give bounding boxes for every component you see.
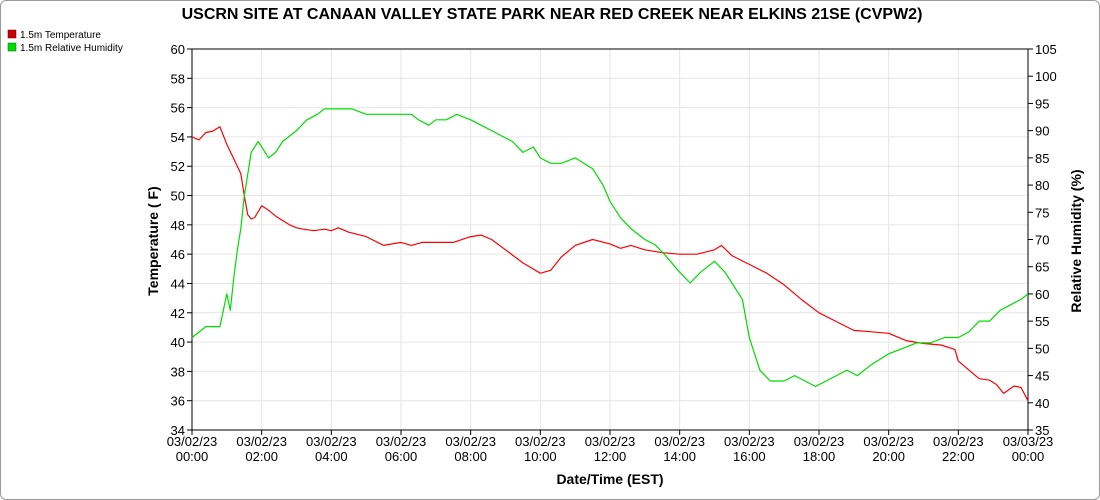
y-tick-label-right: 85 (1035, 151, 1049, 166)
y-tick-label-right: 90 (1035, 124, 1049, 139)
x-tick-label-time: 22:00 (942, 449, 975, 464)
y-tick-label-right: 40 (1035, 396, 1049, 411)
x-tick-label-time: 18:00 (803, 449, 836, 464)
y-tick-label-left: 34 (171, 423, 185, 438)
x-axis-title: Date/Time (EST) (556, 471, 663, 487)
y-tick-label-right: 75 (1035, 205, 1049, 220)
x-tick-label-time: 04:00 (315, 449, 348, 464)
y-tick-label-right: 95 (1035, 96, 1049, 111)
y-tick-label-left: 58 (171, 71, 185, 86)
y-tick-label-left: 36 (171, 394, 185, 409)
x-tick-label-date: 03/03/23 (1003, 434, 1054, 449)
x-tick-label-date: 03/02/23 (515, 434, 566, 449)
x-tick-label-time: 12:00 (594, 449, 627, 464)
y-tick-label-right: 60 (1035, 287, 1049, 302)
y-axis-title-right: Relative Humidity (%) (1068, 169, 1084, 312)
x-tick-label-date: 03/02/23 (654, 434, 705, 449)
x-tick-label-time: 08:00 (454, 449, 487, 464)
y-tick-label-left: 44 (171, 276, 185, 291)
y-tick-label-left: 38 (171, 364, 185, 379)
y-tick-label-right: 65 (1035, 260, 1049, 275)
x-tick-label-time: 10:00 (524, 449, 557, 464)
chart-title: USCRN SITE AT CANAAN VALLEY STATE PARK N… (182, 6, 923, 23)
grid-layer (192, 49, 1028, 430)
series-layer (191, 108, 1029, 401)
legend-swatch-humidity (7, 42, 17, 52)
legend-swatch-temperature (7, 29, 17, 39)
x-tick-label-date: 03/02/23 (863, 434, 914, 449)
y-tick-label-left: 42 (171, 306, 185, 321)
x-tick-label-time: 00:00 (1012, 449, 1045, 464)
y-tick-label-right: 105 (1035, 42, 1057, 57)
y-tick-label-left: 54 (171, 130, 185, 145)
x-tick-label-date: 03/02/23 (236, 434, 287, 449)
y-tick-label-left: 56 (171, 101, 185, 116)
x-tick-label-time: 16:00 (733, 449, 766, 464)
y-tick-label-right: 70 (1035, 233, 1049, 248)
temperature-series-line (191, 126, 1029, 401)
y-tick-label-right: 50 (1035, 341, 1049, 356)
y-tick-label-left: 52 (171, 159, 185, 174)
x-tick-label-time: 14:00 (663, 449, 696, 464)
legend-label-humidity: 1.5m Relative Humidity (20, 43, 123, 54)
y-tick-label-right: 35 (1035, 423, 1049, 438)
x-tick-label-date: 03/02/23 (167, 434, 218, 449)
y-tick-label-right: 80 (1035, 178, 1049, 193)
y-tick-label-right: 45 (1035, 369, 1049, 384)
y-tick-label-right: 55 (1035, 314, 1049, 329)
x-tick-label-time: 02:00 (245, 449, 278, 464)
legend-label-temperature: 1.5m Temperature (20, 30, 101, 41)
humidity-series-line (191, 108, 1029, 388)
y-tick-label-right: 100 (1035, 69, 1057, 84)
x-tick-label-date: 03/02/23 (724, 434, 775, 449)
y-tick-label-left: 50 (171, 189, 185, 204)
x-tick-label-date: 03/02/23 (445, 434, 496, 449)
y-tick-label-left: 46 (171, 247, 185, 262)
y-tick-label-left: 60 (171, 42, 185, 57)
x-tick-label-date: 03/02/23 (585, 434, 636, 449)
x-tick-label-time: 00:00 (176, 449, 209, 464)
x-tick-label-time: 20:00 (872, 449, 905, 464)
axis-layer: 34 36 38 40 42 44 46 48 50 52 54 56 58 60 35 40 45 50 55 60… (167, 42, 1057, 464)
y-tick-label-left: 48 (171, 218, 185, 233)
legend: 1.5m Temperature 1.5m Relative Humidity (7, 29, 123, 54)
x-tick-label-date: 03/02/23 (306, 434, 357, 449)
x-tick-label-time: 06:00 (385, 449, 418, 464)
y-axis-title-left: Temperature ( F) (145, 186, 161, 295)
y-tick-label-left: 40 (171, 335, 185, 350)
x-tick-label-date: 03/02/23 (933, 434, 984, 449)
x-tick-label-date: 03/02/23 (794, 434, 845, 449)
x-tick-label-date: 03/02/23 (376, 434, 427, 449)
